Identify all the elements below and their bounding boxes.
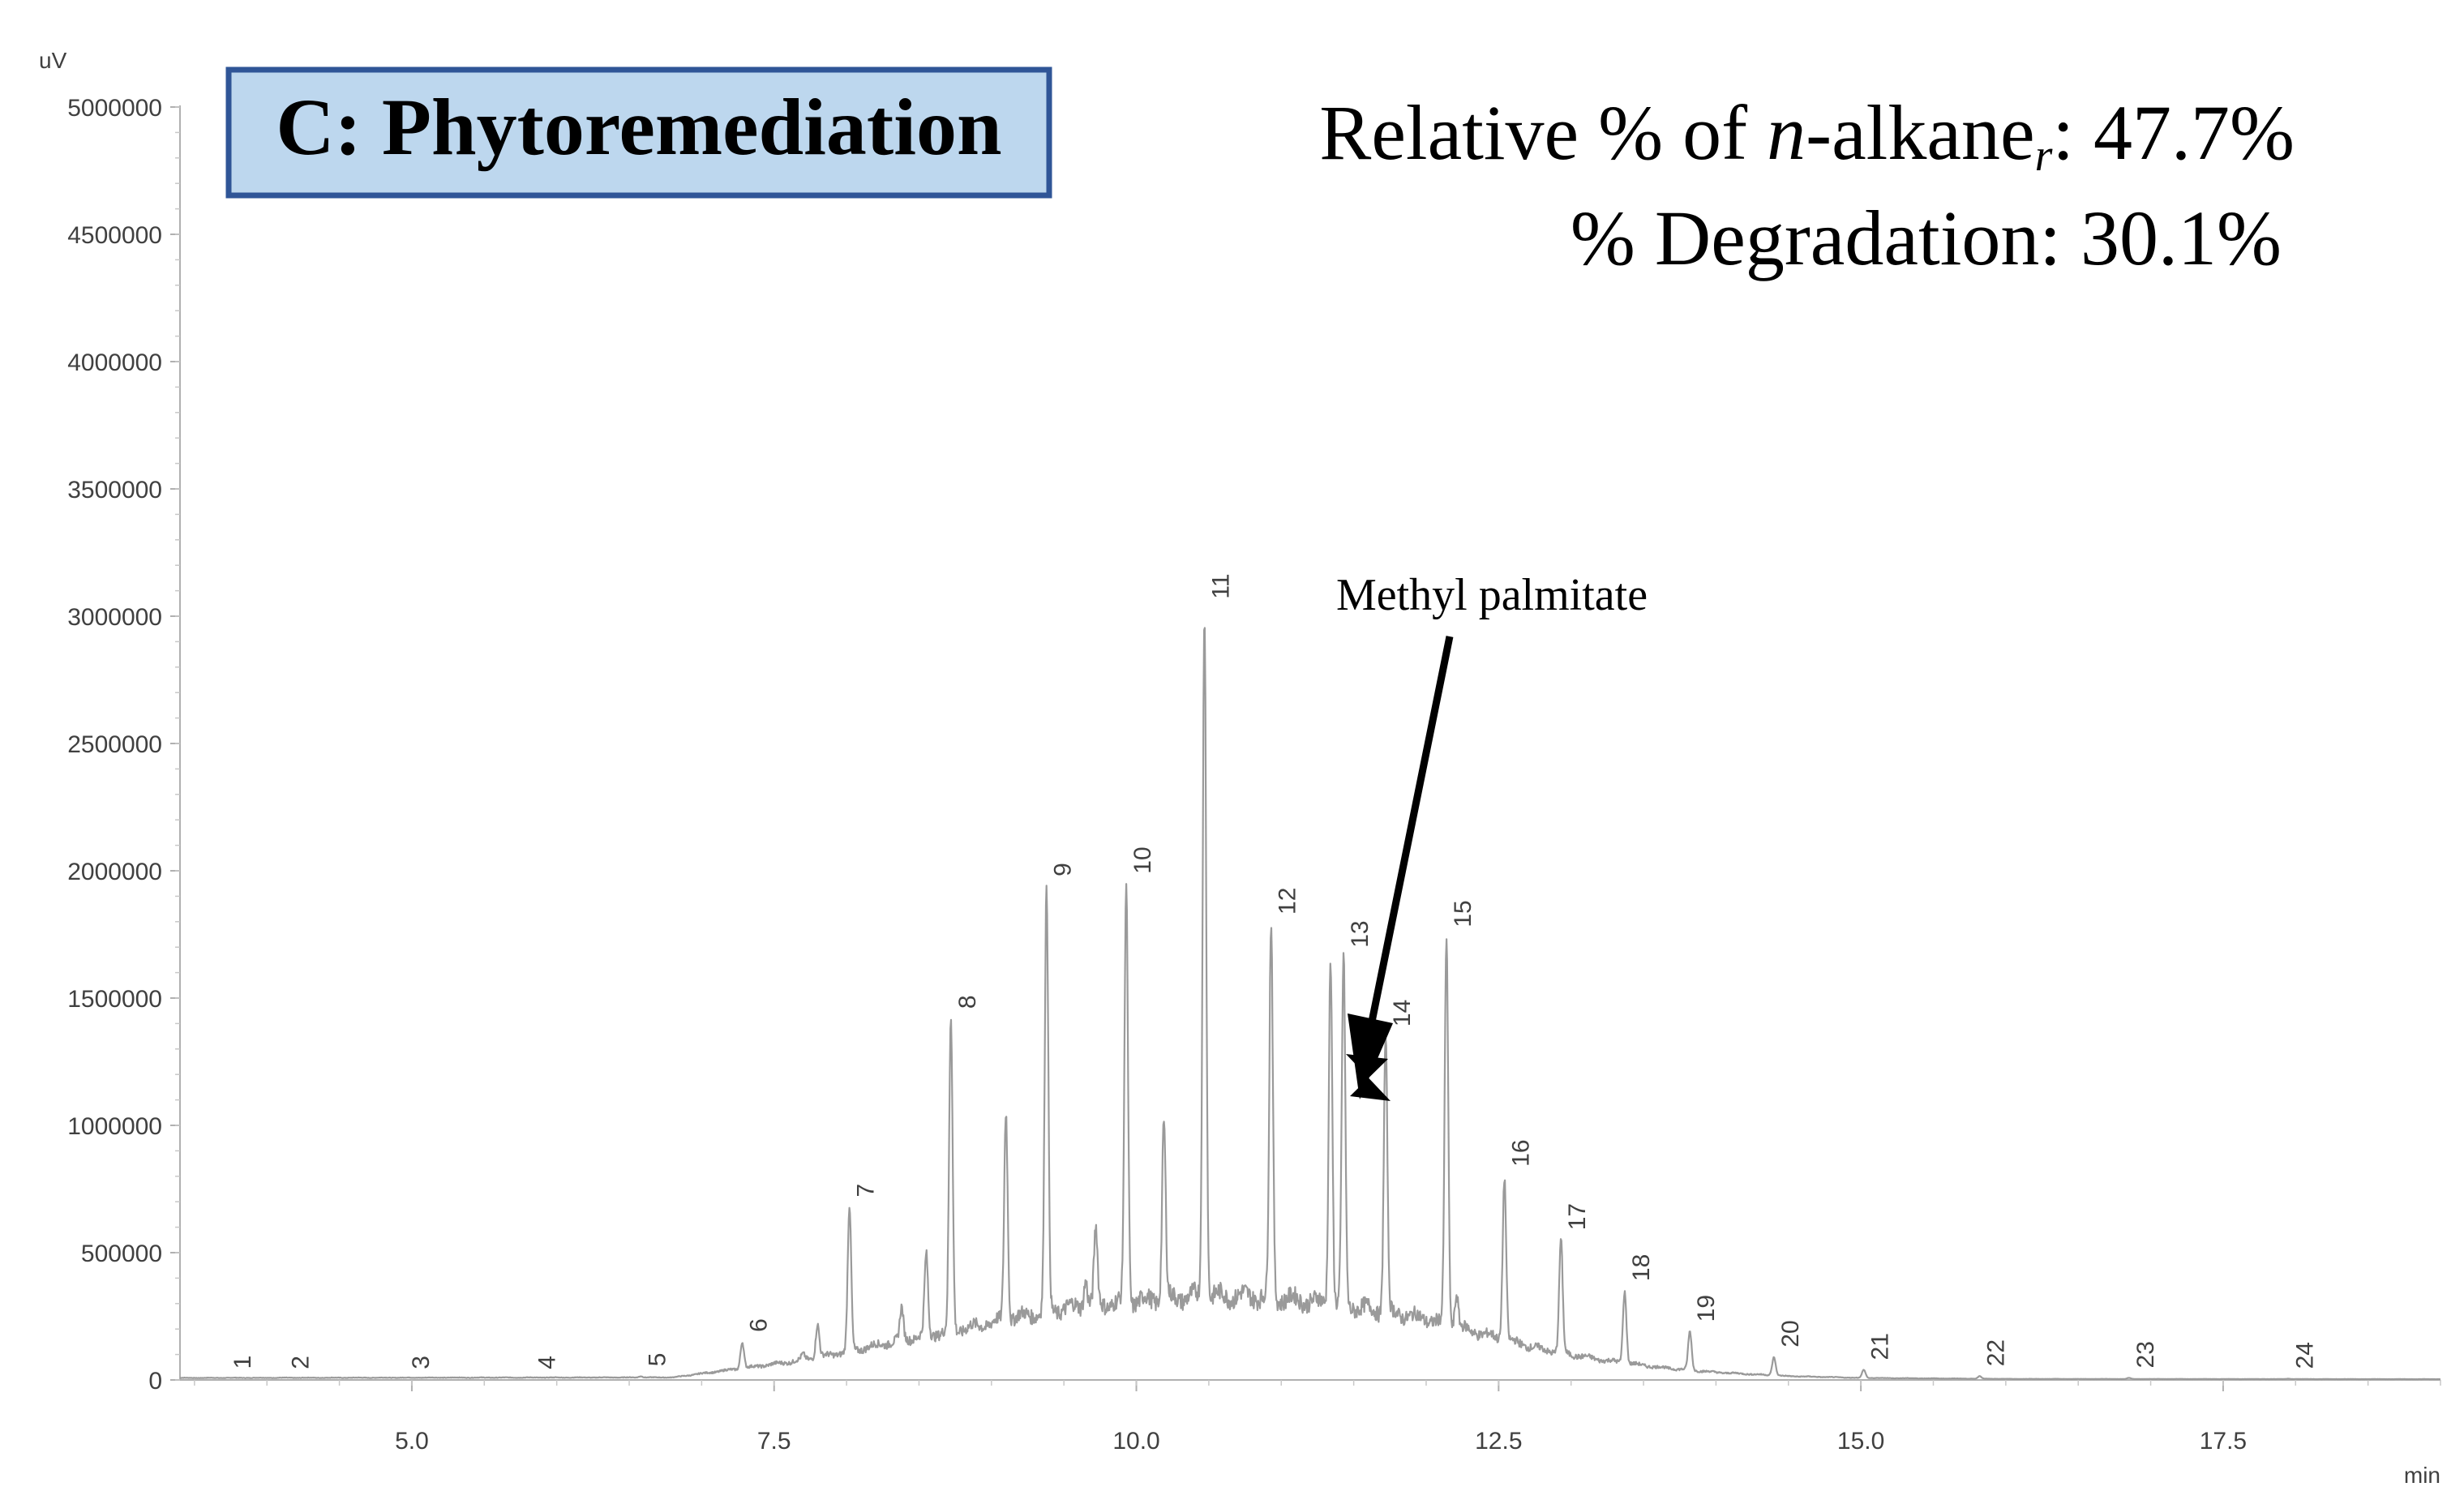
peak-label: 10	[1129, 846, 1156, 873]
peak-label: 7	[853, 1184, 880, 1198]
peak-label: 19	[1693, 1295, 1720, 1322]
y-tick-label: 1500000	[67, 986, 162, 1013]
peak-label: 3	[408, 1356, 435, 1369]
methyl-palmitate-label: Methyl palmitate	[1336, 570, 1648, 620]
y-tick-label: 2000000	[67, 859, 162, 885]
peak-label: 13	[1347, 920, 1373, 947]
methyl-palmitate-arrow-shaft	[1366, 636, 1454, 1031]
y-tick-label: 3000000	[67, 604, 162, 631]
peak-label: 17	[1564, 1203, 1591, 1230]
peak-label: 15	[1450, 900, 1476, 927]
peak-label: 4	[534, 1356, 560, 1369]
peak-label: 8	[954, 995, 981, 1009]
peak-label: 22	[1983, 1339, 2010, 1366]
peak-label: 12	[1275, 888, 1301, 915]
y-tick-label: 5000000	[67, 95, 162, 122]
chromatogram-trace	[179, 627, 2441, 1381]
peak-label: 5	[644, 1353, 671, 1367]
peak-label: 11	[1208, 573, 1235, 598]
x-tick-label: 10.0	[1112, 1428, 1159, 1455]
peak-label: 21	[1867, 1333, 1894, 1360]
peak-label: 14	[1389, 1000, 1416, 1026]
x-tick-label: 5.0	[395, 1428, 429, 1455]
x-tick-label: 15.0	[1837, 1428, 1884, 1455]
peak-label: 2	[288, 1356, 315, 1369]
peak-label: 23	[2132, 1341, 2159, 1368]
peak-label: 1	[229, 1356, 256, 1369]
x-tick-label: 7.5	[757, 1428, 791, 1455]
y-tick-label: 4000000	[67, 349, 162, 376]
y-tick-label: 500000	[81, 1240, 162, 1267]
title-box	[225, 66, 1052, 199]
peak-label: 20	[1777, 1320, 1804, 1347]
y-tick-label: 1000000	[67, 1113, 162, 1140]
x-axis-unit-label: min	[2404, 1463, 2440, 1488]
x-axis-ticks: 5.0 7.5 10.0 12.5 15.0 17.5	[194, 1380, 2441, 1455]
y-tick-label: 4500000	[67, 222, 162, 249]
relative-alkane-stat: Relative % of n-alkaner: 47.7%	[1319, 89, 2295, 181]
peak-label: 18	[1628, 1254, 1655, 1281]
y-axis-unit-label: uV	[39, 48, 67, 73]
degradation-stat: % Degradation: 30.1%	[1571, 195, 2282, 281]
y-tick-label: 2500000	[67, 731, 162, 758]
x-tick-label: 12.5	[1475, 1428, 1522, 1455]
chart-title: C: Phytoremediation	[276, 82, 1001, 172]
y-tick-label: 0	[148, 1368, 162, 1395]
peak-label: 24	[2291, 1342, 2318, 1369]
y-tick-label: 3500000	[67, 477, 162, 503]
peak-label: 9	[1050, 863, 1077, 876]
y-axis-ticks: 0 500000 1000000 1500000 2000000 2500000 30000…	[67, 95, 180, 1395]
methyl-palmitate-arrow-tip	[1348, 1013, 1393, 1099]
peak-label: 16	[1507, 1139, 1534, 1166]
x-tick-label: 17.5	[2200, 1428, 2247, 1455]
peak-label: 6	[745, 1318, 772, 1332]
